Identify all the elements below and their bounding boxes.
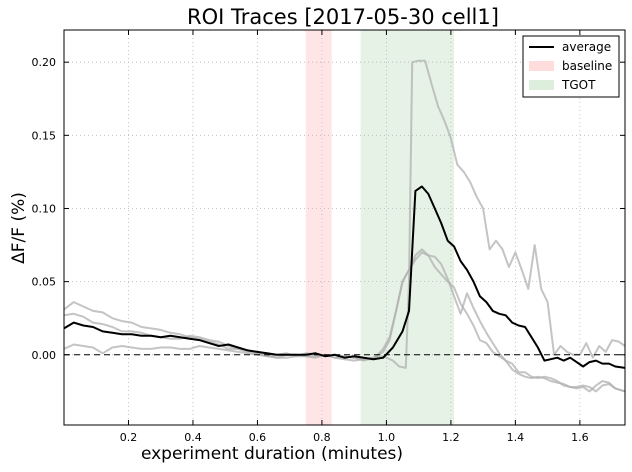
y-tick-label: 0.00 (32, 349, 57, 362)
TGOT-region (360, 30, 455, 425)
legend-label-TGOT: TGOT (561, 78, 596, 92)
x-tick-label: 1.2 (442, 431, 460, 444)
roi-trace-line (63, 248, 626, 393)
y-tick-label: 0.15 (32, 129, 57, 142)
legend-swatch-TGOT (529, 80, 554, 90)
baseline-region (305, 30, 332, 425)
legend-label-average: average (562, 40, 611, 54)
shaded-regions (305, 30, 455, 425)
chart-title: ROI Traces [2017-05-30 cell1] (187, 5, 499, 29)
y-axis-label: ΔF/F (%) (9, 192, 29, 264)
x-tick-label: 1.6 (571, 431, 589, 444)
roi-trace-line (63, 59, 626, 369)
x-tick-label: 1.0 (378, 431, 396, 444)
x-tick-label: 1.4 (507, 431, 525, 444)
y-tick-label: 0.10 (32, 202, 57, 215)
x-tick-label: 0.2 (120, 431, 138, 444)
y-tick-label: 0.20 (32, 56, 57, 69)
y-tick-label: 0.05 (32, 276, 57, 289)
legend-label-baseline: baseline (562, 59, 612, 73)
x-axis-label: experiment duration (minutes) (141, 444, 403, 464)
legend: average baseline TGOT (522, 35, 620, 98)
x-tick-label: 0.6 (249, 431, 267, 444)
axis-ticks: 0.2 0.4 0.6 0.8 1.0 1.2 1.4 1.6 0.00 0.05 0.10 0.15… (32, 30, 625, 444)
average-trace-line (63, 185, 626, 369)
x-tick-label: 0.8 (313, 431, 331, 444)
trace-series (63, 59, 626, 393)
roi-trace-line (63, 251, 626, 393)
plot-frame (63, 29, 626, 426)
legend-swatch-baseline (529, 61, 554, 71)
x-tick-label: 0.4 (184, 431, 202, 444)
